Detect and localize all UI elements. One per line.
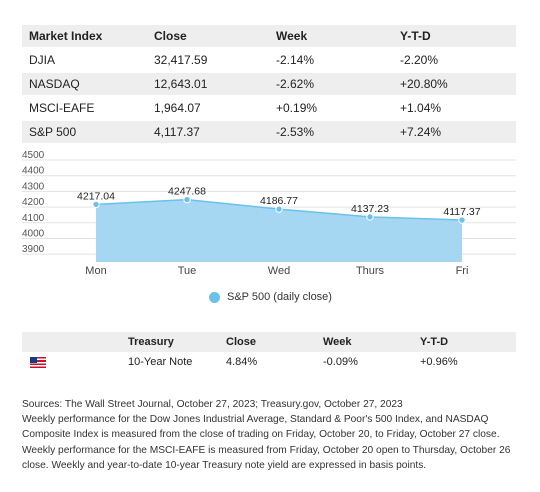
x-tick-label: Mon: [85, 265, 106, 277]
data-point: [458, 216, 466, 224]
sp500-area: [96, 199, 462, 262]
sp500-area-chart: 3900 4000 4100 4200 4300 4400 4500 4217.04 Mon 42…: [22, 150, 516, 277]
index-ytd: +1.04%: [393, 96, 516, 121]
data-label: 4117.37: [443, 206, 480, 218]
data-label: 4186.77: [260, 195, 298, 207]
chart-legend[interactable]: S&P 500 (daily close): [209, 291, 332, 303]
y-tick-label: 4200: [22, 197, 45, 208]
index-ytd: +7.24%: [393, 120, 516, 145]
data-label: 4247.68: [168, 186, 206, 198]
header-week: Week: [317, 332, 414, 352]
table-row: DJIA 32,417.59 -2.14% -2.20%: [22, 48, 516, 73]
market-index-table: Market Index Close Week Y-T-D DJIA 32,41…: [22, 25, 516, 145]
index-week: -2.14%: [269, 48, 393, 73]
legend-label: S&P 500 (daily close): [227, 291, 332, 303]
index-close: 12,643.01: [147, 72, 269, 97]
index-close: 32,417.59: [147, 48, 269, 73]
index-ytd: -2.20%: [393, 48, 516, 73]
header-ytd: Y-T-D: [414, 332, 516, 352]
table-row: 10-Year Note 4.84% -0.09% +0.96%: [22, 352, 516, 372]
header-ytd: Y-T-D: [393, 25, 516, 49]
footnote-line: Weekly performance for the MSCI-EAFE is …: [22, 444, 511, 456]
header-blank: [22, 332, 122, 352]
index-name: DJIA: [22, 48, 147, 73]
x-tick-label: Wed: [268, 265, 290, 277]
table-header-row: Market Index Close Week Y-T-D: [22, 25, 516, 49]
x-tick-label: Tue: [178, 265, 197, 277]
header-close: Close: [220, 332, 317, 352]
treasury-week: -0.09%: [323, 356, 358, 368]
index-week: -2.62%: [269, 72, 393, 97]
table-row: MSCI-EAFE 1,964.07 +0.19% +1.04%: [22, 96, 516, 121]
y-tick-label: 4400: [22, 166, 45, 177]
treasury-table: Treasury Close Week Y-T-D 10-Year Note 4…: [22, 332, 516, 372]
data-point: [92, 200, 100, 209]
index-close: 4,117.37: [147, 120, 269, 145]
index-name: NASDAQ: [22, 72, 147, 97]
index-ytd: +20.80%: [393, 72, 516, 97]
data-point: [366, 213, 374, 221]
x-tick-label: Thurs: [356, 265, 385, 277]
header-week: Week: [269, 25, 393, 49]
footnote-line: close. Weekly and year-to-date 10-year T…: [22, 459, 427, 471]
header-market-index: Market Index: [22, 25, 147, 49]
data-point: [183, 195, 191, 204]
footnote-line: Sources: The Wall Street Journal, Octobe…: [22, 399, 403, 410]
treasury-close: 4.84%: [226, 356, 258, 368]
us-flag-icon: [30, 356, 46, 368]
y-tick-label: 4000: [22, 228, 45, 239]
index-week: +0.19%: [269, 96, 393, 121]
treasury-header-row: Treasury Close Week Y-T-D: [22, 332, 516, 352]
data-label: 4217.04: [77, 190, 115, 202]
treasury-name: 10-Year Note: [128, 356, 193, 368]
x-tick-label: Fri: [456, 265, 469, 277]
header-close: Close: [147, 25, 269, 49]
table-row: NASDAQ 12,643.01 -2.62% +20.80%: [22, 72, 516, 97]
flag-cell: [22, 352, 122, 372]
y-tick-label: 4300: [22, 181, 45, 192]
y-tick-label: 3900: [22, 244, 45, 255]
footnotes: Sources: The Wall Street Journal, Octobe…: [22, 397, 522, 473]
data-label: 4137.23: [351, 203, 389, 215]
data-point: [275, 205, 283, 213]
index-week: -2.53%: [269, 120, 393, 145]
footnote-line: Weekly performance for the Dow Jones Ind…: [22, 414, 489, 426]
treasury-ytd: +0.96%: [420, 356, 458, 368]
y-tick-label: 4100: [22, 213, 45, 224]
header-treasury: Treasury: [122, 332, 220, 352]
legend-swatch: [209, 291, 220, 303]
index-name: S&P 500: [22, 120, 147, 145]
footnote-line: Composite Index is measured from the clo…: [22, 429, 500, 441]
index-name: MSCI-EAFE: [22, 96, 147, 121]
table-row: S&P 500 4,117.37 -2.53% +7.24%: [22, 120, 516, 145]
y-tick-label: 4500: [22, 150, 45, 161]
index-close: 1,964.07: [147, 96, 269, 121]
